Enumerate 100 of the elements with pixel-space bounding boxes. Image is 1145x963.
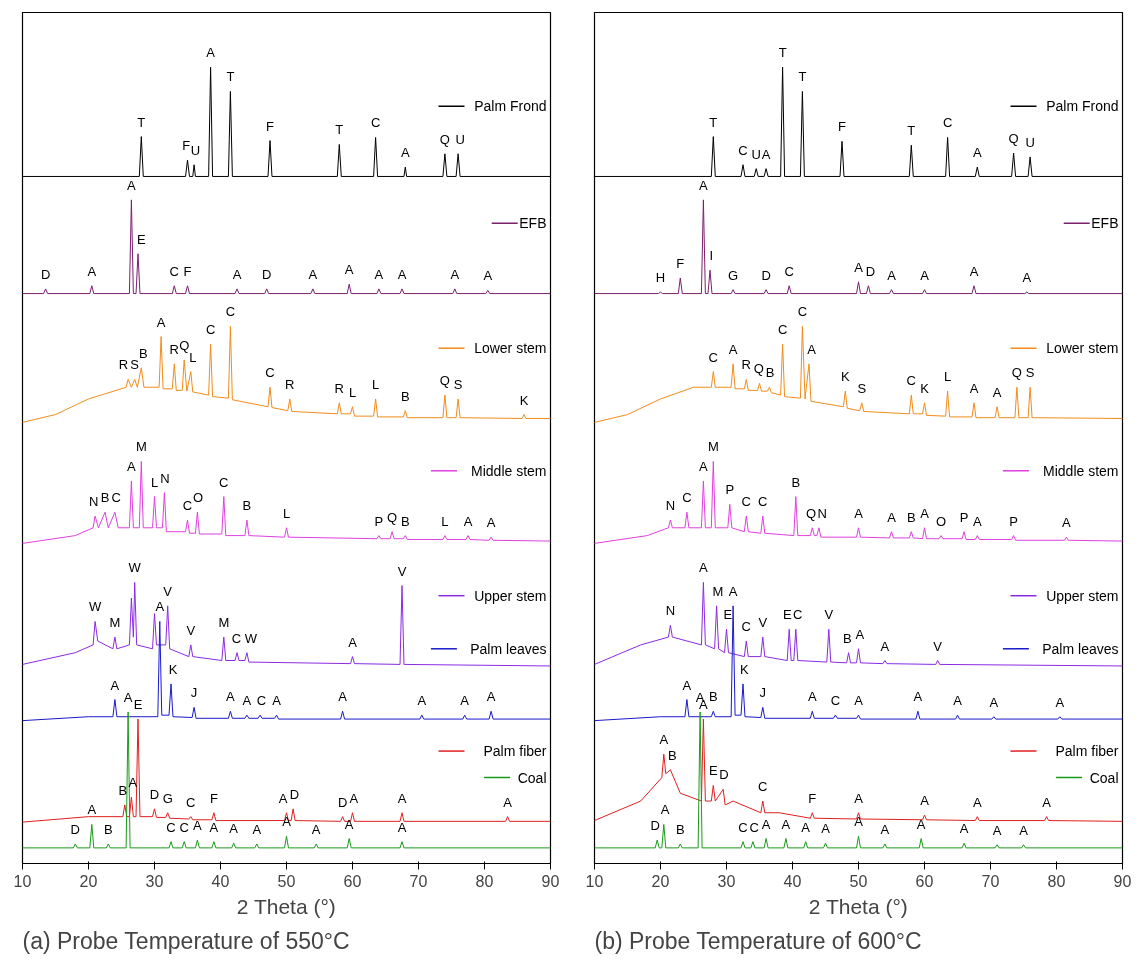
annotation: O <box>193 490 204 506</box>
annotation: M <box>218 615 230 631</box>
annotation: C <box>738 819 748 835</box>
annotation: A <box>278 790 288 806</box>
annotation: F <box>182 138 191 154</box>
annotation: S <box>453 376 463 392</box>
annotation: E <box>723 607 733 623</box>
annotation: C <box>231 630 242 646</box>
annotation: A <box>913 689 923 705</box>
annotation: A <box>127 177 137 193</box>
annotation: A <box>761 816 771 832</box>
annotation: C <box>741 618 751 634</box>
annotation: Q <box>387 509 398 525</box>
annotation: A <box>348 634 358 650</box>
annotation: A <box>460 693 470 709</box>
annotation: F <box>676 255 685 271</box>
x-tick-label: 60 <box>915 872 934 890</box>
x-tick-label: 10 <box>13 872 32 890</box>
annotation: A <box>699 560 709 576</box>
annotation: A <box>226 689 236 705</box>
annotation: V <box>163 583 173 599</box>
annotation: B <box>675 821 685 837</box>
annotation: B <box>668 747 677 763</box>
x-tick-label: 80 <box>475 872 494 890</box>
annotation: A <box>206 45 216 61</box>
annotation: R <box>118 357 129 373</box>
legend-label: Palm fiber <box>483 743 547 760</box>
annotation: C <box>797 304 808 320</box>
annotation: A <box>87 802 97 818</box>
annotation: A <box>486 689 496 705</box>
annotation: B <box>118 782 128 798</box>
annotation: R <box>285 376 295 392</box>
legend-label: EFB <box>1091 215 1119 232</box>
annotation: A <box>989 694 999 710</box>
annotation: L <box>943 369 952 385</box>
annotation: T <box>907 123 916 139</box>
annotation: D <box>337 794 348 810</box>
annotation: A <box>308 266 318 282</box>
annotation: C <box>741 494 751 510</box>
annotation: A <box>659 732 669 748</box>
x-tick-label: 20 <box>79 872 98 890</box>
x-tick-label: 50 <box>277 872 296 890</box>
annotation: A <box>953 693 963 709</box>
annotation: D <box>262 266 272 282</box>
annotation: A <box>450 266 460 282</box>
annotation: A <box>992 822 1002 838</box>
annotation: F <box>266 118 275 134</box>
legend-label: Palm Frond <box>1046 98 1119 115</box>
annotation: R <box>334 380 344 396</box>
annotation: A <box>503 794 513 810</box>
annotation: K <box>519 392 529 408</box>
x-tick-label: 70 <box>409 872 428 890</box>
annotation: A <box>229 821 239 837</box>
annotation: B <box>242 497 252 513</box>
annotation: A <box>801 819 811 835</box>
annotation: W <box>88 599 102 615</box>
annotation: T <box>335 122 344 138</box>
x-axis-title: 2 Theta (°) <box>236 894 336 918</box>
legend-label: Lower stem <box>1046 340 1119 357</box>
annotation: C <box>758 779 768 795</box>
annotation: A <box>821 821 831 837</box>
annotation: B <box>906 509 916 525</box>
annotation: C <box>166 819 176 835</box>
annotation: A <box>807 689 817 705</box>
annotation: A <box>483 268 493 284</box>
annotation: A <box>400 145 410 161</box>
annotation: E <box>708 763 718 779</box>
annotation: V <box>933 638 943 654</box>
annotation: C <box>219 474 229 490</box>
annotation: A <box>252 821 262 837</box>
annotation: A <box>1022 270 1032 285</box>
annotation: M <box>707 439 719 455</box>
annotation: A <box>972 794 982 810</box>
annotation: A <box>969 263 979 279</box>
annotation: C <box>758 494 768 510</box>
annotation: E <box>136 231 146 247</box>
annotation: D <box>865 263 876 279</box>
annotation: G <box>162 790 173 806</box>
annotation: A <box>682 677 692 693</box>
annotation: T <box>137 114 146 130</box>
legend-label: Palm leaves <box>470 640 547 657</box>
annotation: L <box>441 513 449 529</box>
annotation: I <box>709 248 714 264</box>
legend-label: Coal <box>517 769 547 786</box>
annotation: A <box>699 458 709 474</box>
annotation: A <box>344 816 354 832</box>
annotation: K <box>739 661 749 677</box>
annotation: C <box>777 322 788 338</box>
annotation: L <box>371 376 380 392</box>
x-tick-label: 40 <box>211 872 230 890</box>
annotation: C <box>793 607 803 623</box>
annotation: A <box>209 819 219 835</box>
annotation: D <box>719 767 729 783</box>
annotation: C <box>111 490 121 506</box>
annotation: A <box>123 690 133 706</box>
annotation: L <box>348 384 357 400</box>
annotation: N <box>817 505 827 521</box>
x-tick-label: 90 <box>541 872 560 890</box>
annotation: A <box>338 689 348 705</box>
annotation: A <box>972 145 982 161</box>
